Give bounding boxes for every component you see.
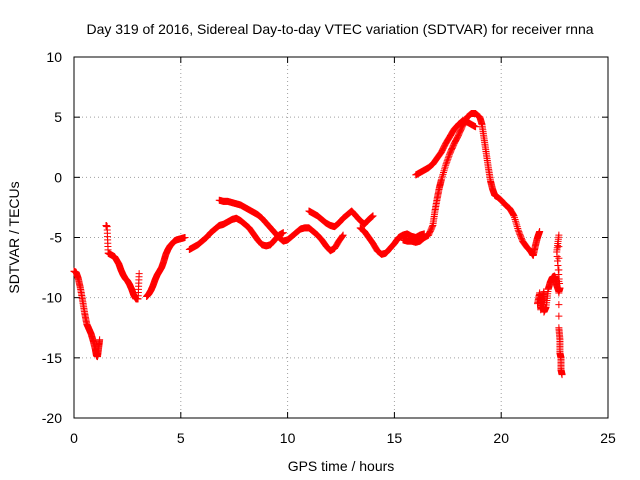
data-point [442, 161, 450, 169]
data-point [512, 217, 520, 225]
y-tick-label: -5 [50, 230, 63, 246]
data-point [441, 163, 449, 171]
y-tick-label: 10 [46, 49, 62, 65]
x-tick-label: 25 [600, 430, 616, 446]
x-tick-label: 0 [70, 430, 78, 446]
axis-ticks: 0 5 10 15 20 25 -20 -15 -10 -5 0 5 10 [42, 49, 616, 446]
plot-frame [73, 56, 609, 419]
data-point [555, 301, 563, 309]
data-series-seg3 [143, 234, 189, 300]
data-series-seg6 [305, 207, 377, 231]
data-point [513, 221, 521, 229]
data-point [558, 371, 566, 379]
data-point [472, 123, 480, 131]
data-point [96, 336, 104, 344]
data-point [438, 174, 446, 182]
x-tick-label: 10 [280, 430, 296, 446]
data-point [442, 160, 450, 168]
data-point [438, 172, 446, 180]
data-point [437, 176, 445, 184]
data-point [135, 270, 143, 278]
data-point [439, 170, 447, 178]
y-tick-label: -15 [42, 350, 62, 366]
data-series-seg8 [399, 110, 544, 260]
x-tick-label: 20 [493, 430, 509, 446]
data-point [555, 312, 563, 320]
y-tick-label: 0 [54, 169, 62, 185]
data-point [443, 158, 451, 166]
data-point [440, 169, 448, 177]
data-point [512, 219, 520, 227]
data-points [70, 110, 566, 379]
data-point [441, 165, 449, 173]
data-series-seg9 [412, 117, 480, 179]
data-point [555, 266, 563, 274]
data-point [514, 224, 522, 232]
data-point [555, 254, 563, 262]
data-point [339, 231, 347, 239]
data-point [369, 212, 377, 220]
data-point [443, 157, 451, 165]
data-series-seg2 [102, 221, 143, 303]
data-point [444, 154, 452, 162]
data-point [428, 223, 436, 231]
data-point [509, 210, 517, 218]
x-tick-label: 5 [177, 430, 185, 446]
data-series-seg10 [534, 231, 566, 379]
y-tick-label: 5 [54, 109, 62, 125]
data-point [511, 215, 519, 223]
data-point [511, 214, 519, 222]
data-point [339, 232, 347, 240]
chart-title: Day 319 of 2016, Sidereal Day-to-day VTE… [86, 21, 593, 37]
data-point [555, 231, 563, 239]
data-point [555, 289, 563, 297]
x-axis-label: GPS time / hours [288, 458, 395, 474]
data-series-seg4 [185, 214, 287, 254]
data-point [555, 277, 563, 285]
data-series-seg5 [215, 196, 347, 255]
data-point [444, 155, 452, 163]
y-tick-label: -20 [42, 410, 62, 426]
data-point [338, 233, 346, 241]
data-point [555, 243, 563, 251]
data-point [437, 149, 445, 157]
data-point [440, 167, 448, 175]
data-point [279, 229, 287, 237]
x-tick-label: 15 [387, 430, 403, 446]
data-point [536, 227, 544, 235]
data-point [513, 223, 521, 231]
data-point [181, 234, 189, 241]
data-series-seg1 [70, 267, 104, 361]
data-point [510, 212, 518, 220]
data-point [445, 152, 453, 160]
y-tick-label: -10 [42, 290, 62, 306]
y-axis-label: SDTVAR / TECUs [6, 181, 22, 293]
